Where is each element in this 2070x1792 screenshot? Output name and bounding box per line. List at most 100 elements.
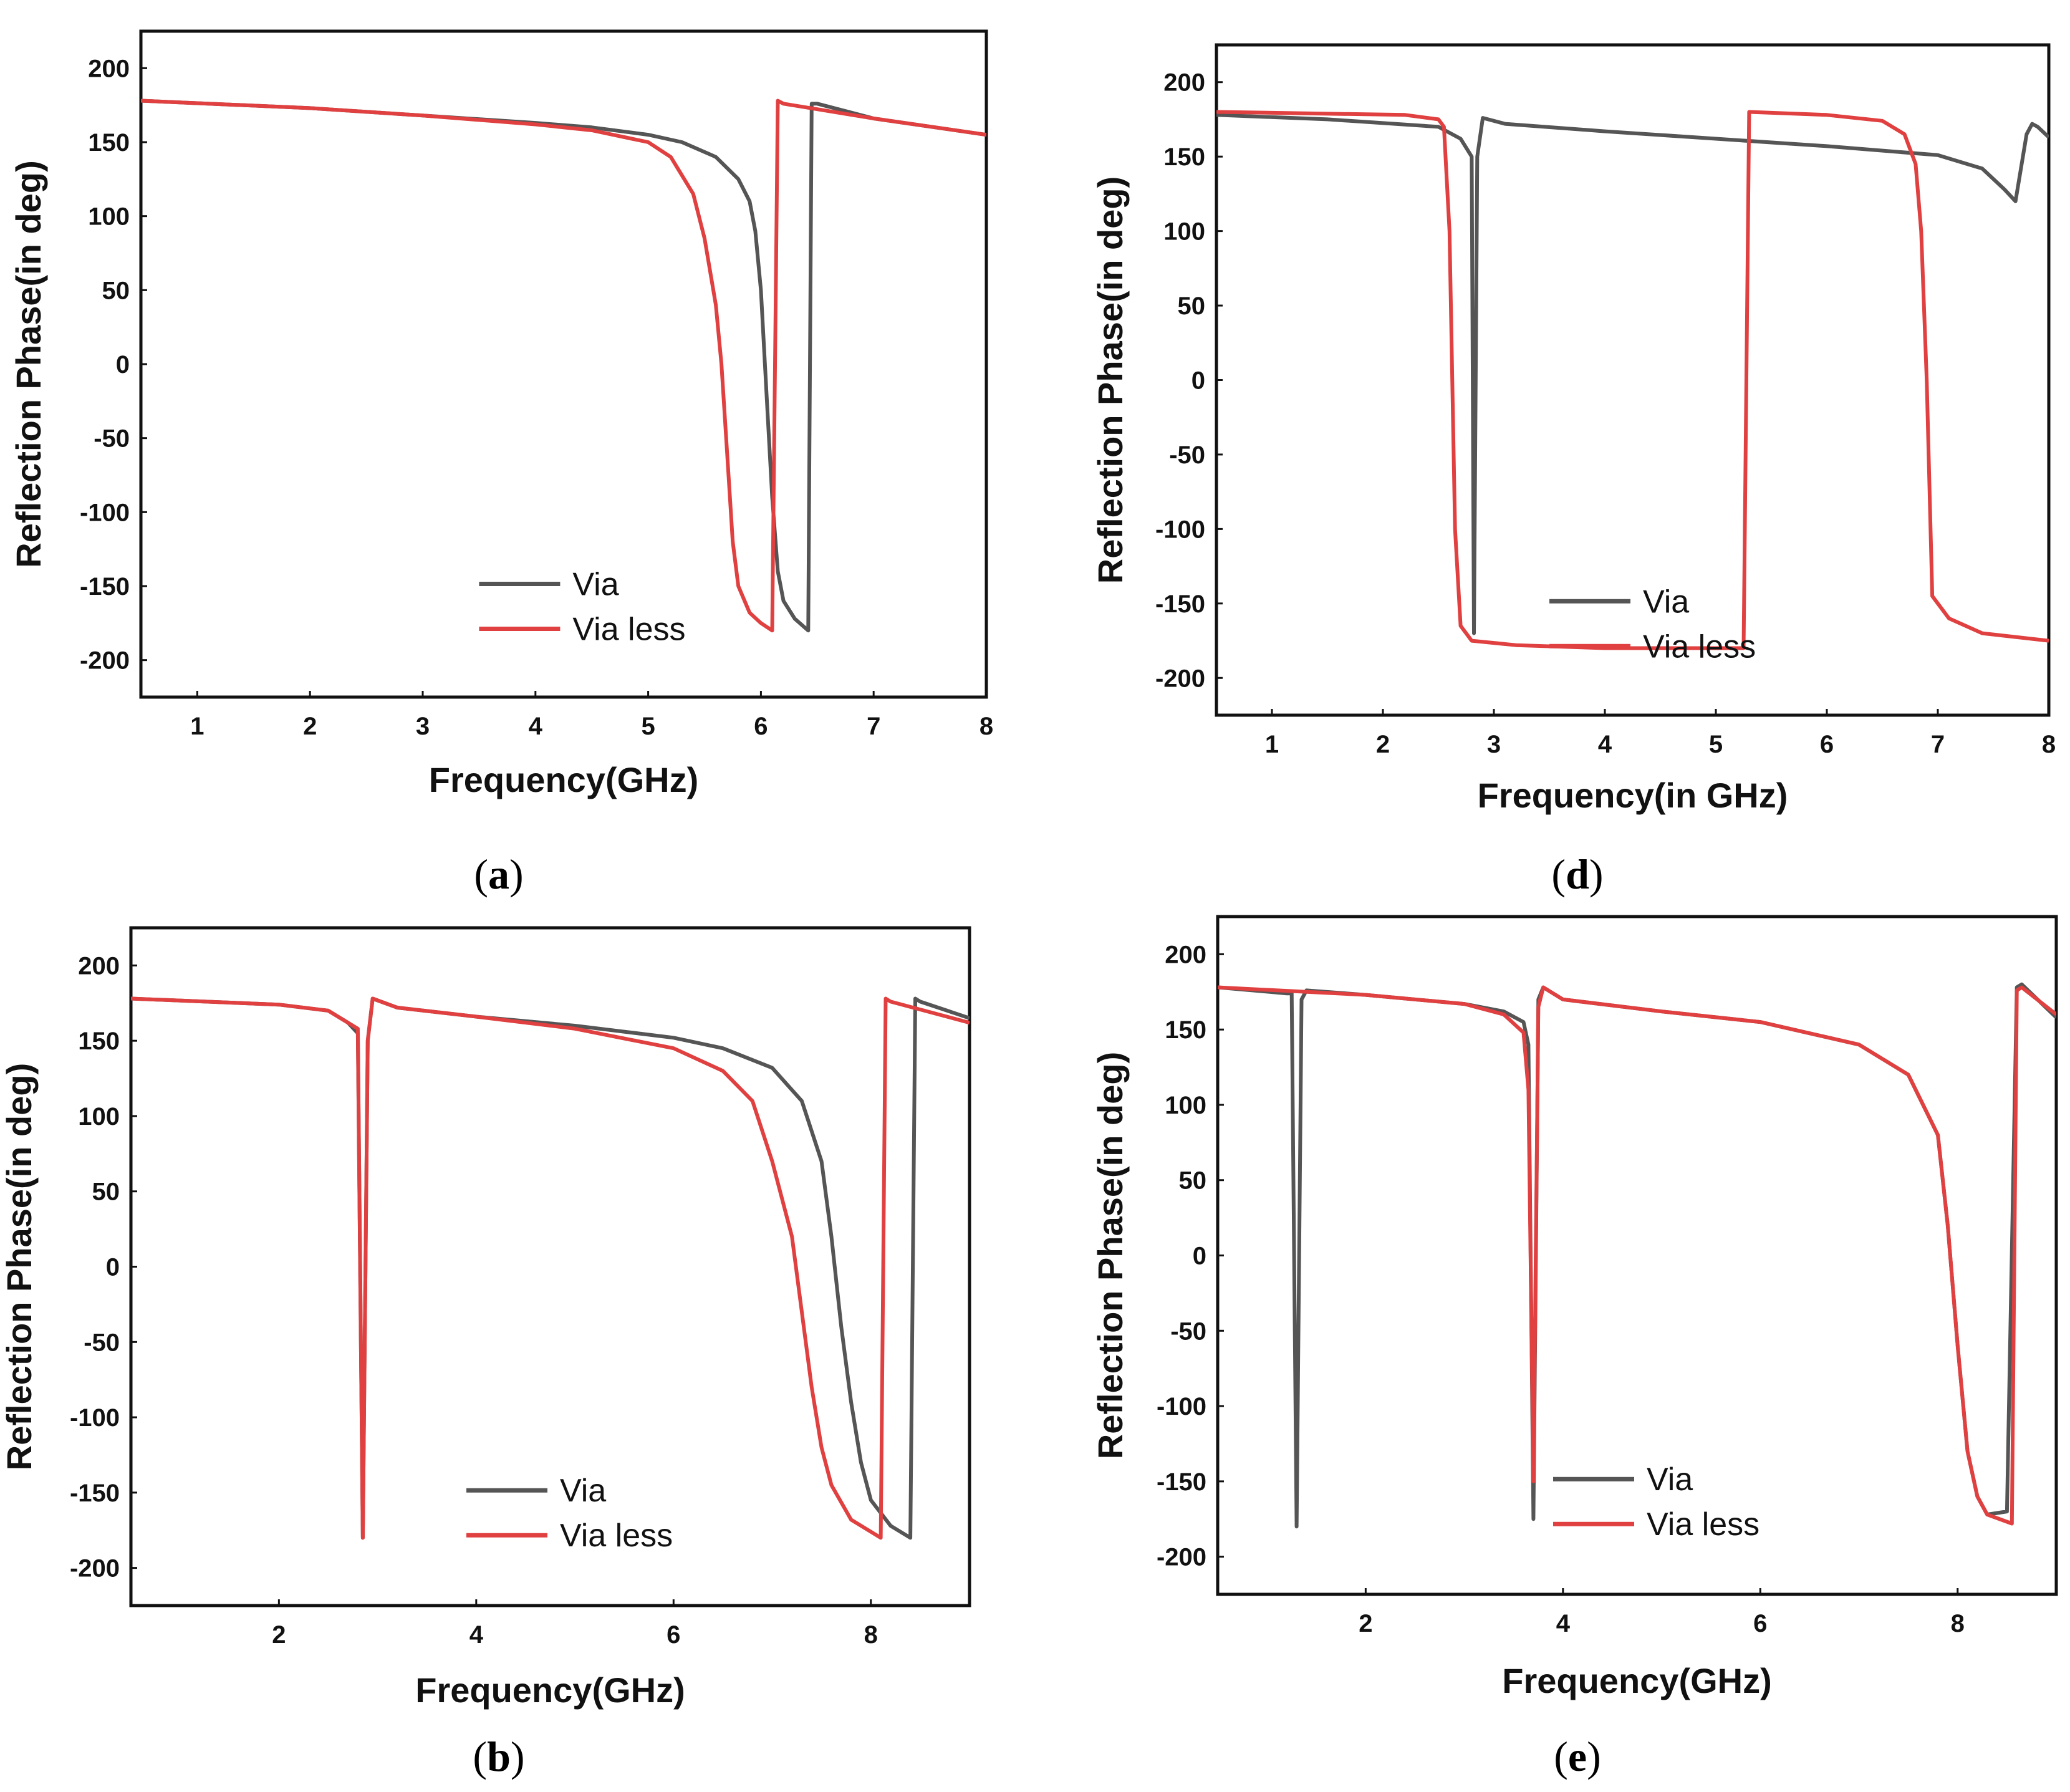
x-tick-label: 1 [190,713,204,740]
x-tick-label: 6 [667,1621,680,1649]
x-tick-label: 7 [1931,731,1945,758]
panel-letter: b [487,1733,511,1780]
y-tick-label: 0 [1193,1243,1206,1270]
x-tick-label: 6 [1820,731,1834,758]
y-tick-label: 150 [78,1028,120,1055]
plot-frame [139,29,988,699]
legend-label: Via less [1647,1506,1760,1543]
x-tick-label: 2 [1359,1610,1372,1637]
y-tick-label: -50 [94,425,130,453]
legend-label: Via [1647,1462,1693,1498]
series-line-via-less [1216,110,2049,650]
y-tick-label: 50 [92,1178,120,1206]
chart-panel-a: 200 150 100 50 0 -50 -100 -150 -200 1 2 3 4 5 6 7 8 Via Vi… [9,29,993,898]
y-tick-label: 0 [1191,367,1205,395]
x-tick-label: 5 [641,713,655,740]
plot-frame [1215,43,2051,717]
panel-caption: (b) [473,1733,524,1780]
chart-panel-d: 200 150 100 50 0 -50 -100 -150 -200 1 2 3 4 5 6 7 8 Via Vi… [1090,43,2056,898]
legend-label: Via [572,566,619,602]
y-tick-label: -200 [1155,665,1205,692]
panel-letter: d [1566,850,1589,898]
y-axis-label: Reflection Phase(in deg) [0,1063,39,1470]
y-tick-label: -150 [1155,590,1205,618]
y-tick-label: -150 [1157,1468,1206,1496]
y-tick-label: -100 [80,499,130,526]
y-tick-label: 100 [1165,1092,1206,1119]
x-tick-label: 5 [1709,731,1723,758]
y-tick-label: 200 [1163,69,1205,97]
x-tick-label: 4 [1556,1610,1571,1637]
legend-label: Via less [560,1518,673,1554]
x-tick-label: 2 [1376,731,1390,758]
y-tick-label: 50 [1179,1167,1207,1195]
y-tick-label: -150 [70,1480,120,1507]
x-tick-label: 3 [1487,731,1501,758]
x-tick-label: 1 [1265,731,1279,758]
y-tick-label: 50 [102,277,130,304]
y-tick-label: 100 [78,1103,120,1130]
y-tick-label: 150 [88,129,130,157]
x-tick-label: 2 [303,713,317,740]
series-line-via-less [1218,985,2056,1526]
y-tick-label: 0 [116,351,130,378]
series-line-via [131,996,970,1540]
plot-frame [1216,915,2058,1596]
y-tick-label: 200 [78,952,120,980]
x-tick-label: 4 [1598,731,1612,758]
y-axis-label: Reflection Phase(in deg) [9,160,48,567]
x-tick-label: 2 [272,1621,286,1649]
x-tick-label: 8 [1951,1610,1965,1637]
y-axis-label: Reflection Phase(in deg) [1090,1052,1130,1459]
legend-label: Via less [572,611,685,647]
y-tick-label: 200 [88,55,130,82]
y-tick-label: -100 [1157,1393,1206,1420]
x-tick-label: 3 [416,713,430,740]
y-tick-label: -50 [84,1329,120,1356]
x-tick-label: 6 [754,713,768,740]
series-line-via-less [131,996,970,1540]
x-axis-label: Frequency(GHz) [415,1670,685,1710]
panel-caption: (e) [1554,1733,1601,1780]
y-tick-label: 150 [1165,1016,1206,1044]
y-tick-label: -50 [1170,1318,1206,1345]
y-tick-label: -150 [80,573,130,600]
y-tick-label: 0 [106,1254,120,1281]
chart-panel-b: 200 150 100 50 0 -50 -100 -150 -200 2 4 6 8 Via Via le… [0,926,971,1780]
y-tick-label: 200 [1165,941,1206,968]
y-tick-label: 100 [1163,218,1205,246]
y-axis-label: Reflection Phase(in deg) [1090,176,1130,584]
panel-letter: e [1568,1733,1587,1780]
x-tick-label: 7 [867,713,880,740]
series-line-via [1218,982,2056,1529]
panel-letter: a [488,850,509,898]
x-tick-label: 8 [2042,731,2056,758]
series-line-via [141,99,986,633]
y-tick-label: -100 [1155,516,1205,543]
x-tick-label: 4 [529,713,543,740]
legend-label: Via [560,1473,606,1509]
panel-caption: (d) [1551,850,1603,898]
series-line-via-less [141,99,986,633]
y-tick-label: 50 [1178,292,1206,320]
x-tick-label: 8 [980,713,993,740]
y-tick-label: -200 [80,647,130,675]
x-axis-label: Frequency(in GHz) [1478,776,1788,815]
y-tick-label: 100 [88,203,130,231]
y-tick-label: -200 [1157,1544,1206,1571]
series-line-via [1216,113,2049,635]
x-axis-label: Frequency(GHz) [1502,1661,1772,1700]
legend-label: Via less [1643,629,1756,665]
x-axis-label: Frequency(GHz) [429,760,699,799]
legend-label: Via [1643,584,1689,620]
y-tick-label: -100 [70,1404,120,1432]
panel-caption: (a) [474,850,523,898]
y-tick-label: -50 [1169,441,1205,469]
x-tick-label: 8 [864,1621,878,1649]
y-tick-label: -200 [70,1555,120,1582]
x-tick-label: 4 [469,1621,484,1649]
x-tick-label: 6 [1753,1610,1767,1637]
y-tick-label: 150 [1163,143,1205,171]
chart-panel-e: 200 150 100 50 0 -50 -100 -150 -200 2 4 6 8 Via Via le… [1090,915,2058,1780]
